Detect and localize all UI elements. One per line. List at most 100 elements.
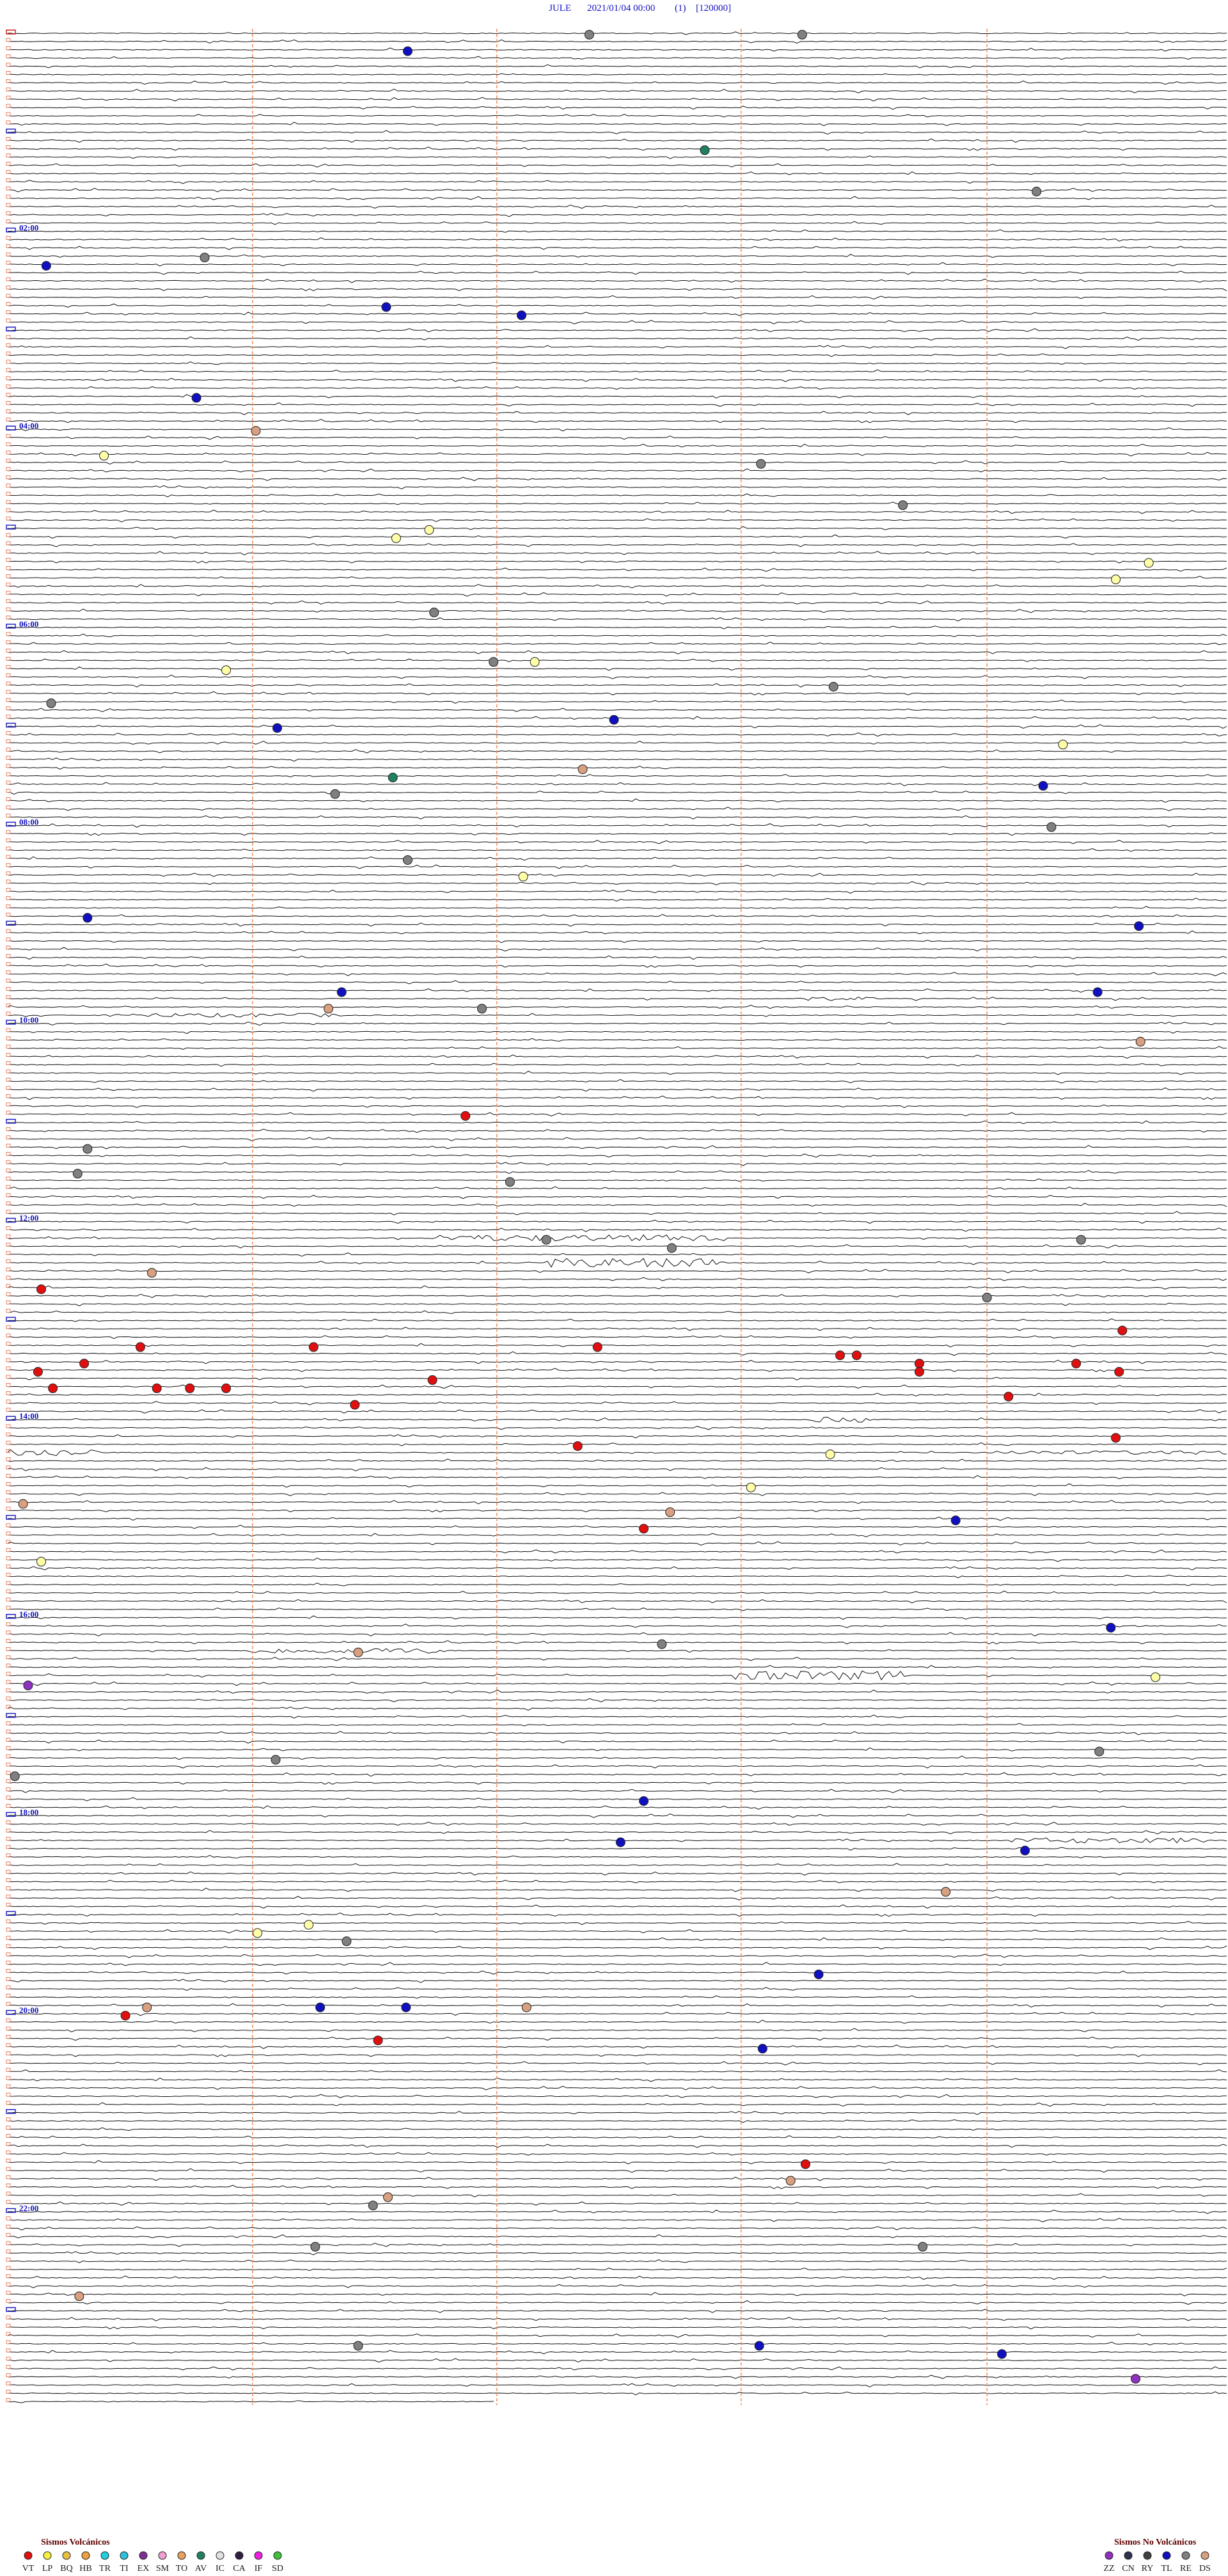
legend-swatch [24, 2551, 33, 2560]
trace [7, 567, 1227, 572]
trace [7, 1393, 1227, 1396]
trace [7, 312, 1227, 316]
line-marker [6, 500, 11, 504]
trace [7, 749, 1227, 754]
line-marker [6, 104, 11, 108]
line-marker [6, 2175, 11, 2179]
trace [7, 2284, 1227, 2289]
line-marker [6, 319, 11, 322]
trace [7, 2333, 1227, 2338]
event-marker [336, 987, 347, 997]
event-marker [950, 1515, 961, 1526]
line-marker [6, 863, 11, 867]
event-marker [1134, 921, 1144, 931]
trace [7, 1664, 1227, 1669]
event-marker [1032, 186, 1042, 196]
legend-swatch [196, 2551, 205, 2560]
trace [8, 39, 1227, 44]
event-marker [46, 698, 56, 708]
trace [7, 394, 1227, 399]
line-marker [6, 170, 11, 174]
trace [7, 485, 1227, 489]
line-marker [6, 1210, 11, 1214]
event-marker [48, 1383, 58, 1393]
line-marker [6, 1746, 11, 1750]
event-marker [401, 2002, 411, 2012]
line-marker [6, 1185, 11, 1189]
trace [7, 1327, 1227, 1331]
trace [7, 940, 1227, 944]
trace [7, 1458, 1227, 1462]
trace [7, 2085, 1227, 2090]
hour-marker [6, 1712, 16, 1718]
hour-marker [6, 1515, 16, 1520]
trace [7, 2234, 1227, 2239]
trace [7, 2267, 1227, 2272]
line-marker [6, 1993, 11, 1998]
trace [7, 1228, 1227, 1232]
line-marker [6, 2192, 11, 2196]
line-marker [6, 945, 11, 950]
trace [7, 840, 1227, 844]
hour-marker [6, 1812, 16, 1817]
trace [7, 963, 1227, 968]
line-marker [6, 1003, 11, 1007]
line-marker [6, 1135, 11, 1140]
event-marker [797, 29, 807, 40]
event-marker [353, 2341, 363, 2351]
line-marker [6, 1894, 11, 1899]
line-marker [6, 2067, 11, 2072]
trace [7, 88, 1227, 93]
line-marker [6, 194, 11, 199]
line-marker [6, 1366, 11, 1371]
line-marker [6, 1325, 11, 1329]
trace [7, 2209, 1227, 2214]
legend-swatch [1124, 2551, 1133, 2560]
legend-label: DS [1199, 2564, 1211, 2573]
trace [7, 1359, 1227, 1364]
event-marker [99, 450, 109, 461]
event-marker [521, 2002, 531, 2012]
trace [7, 163, 1227, 168]
line-marker [6, 549, 11, 554]
trace [7, 1549, 1227, 1554]
trace [7, 576, 1227, 579]
legend-swatch [1143, 2551, 1152, 2560]
line-marker [6, 1069, 11, 1073]
trace [7, 1920, 1227, 1925]
trace [7, 1962, 1227, 1966]
hour-label: 04:00 [19, 421, 38, 431]
trace [7, 1821, 1227, 1826]
trace [7, 1854, 1227, 1859]
line-marker [6, 1383, 11, 1387]
event-marker [146, 1268, 157, 1278]
line-marker [6, 384, 11, 389]
scale: [120000] [696, 3, 731, 13]
trace [7, 1268, 1227, 1274]
legend-label: TI [120, 2564, 129, 2573]
line-marker [6, 888, 11, 892]
event-marker [41, 261, 51, 271]
line-marker [6, 2183, 11, 2188]
line-marker [6, 1127, 11, 1132]
line-marker [6, 855, 11, 859]
trace [7, 617, 1227, 622]
line-marker [6, 71, 11, 75]
hour-label: 16:00 [19, 1609, 38, 1619]
line-marker [6, 904, 11, 908]
line-marker [6, 450, 11, 455]
trace [7, 972, 1227, 976]
trace [7, 1070, 1227, 1075]
trace [7, 1648, 1227, 1654]
trace [7, 1583, 1227, 1586]
trace [7, 336, 1227, 341]
legend-swatch [1162, 2551, 1171, 2560]
trace [7, 477, 1227, 481]
trace [7, 1847, 1227, 1851]
legend-swatch [177, 2551, 186, 2560]
hour-marker [6, 1217, 16, 1223]
event-marker [120, 2011, 130, 2021]
line-marker [6, 755, 11, 760]
event-marker [460, 1111, 471, 1121]
hour-marker [6, 525, 16, 530]
